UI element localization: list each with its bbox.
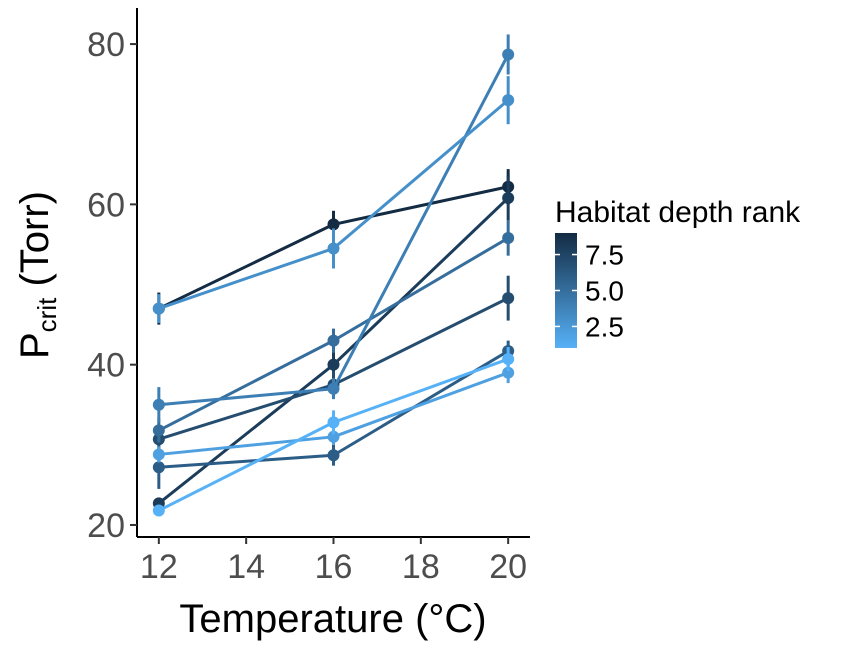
data-point [327, 430, 340, 443]
x-tick-label: 18 [402, 548, 440, 586]
data-point [502, 353, 515, 366]
data-point [152, 448, 165, 461]
data-point [502, 191, 515, 204]
y-tick-label: 20 [87, 507, 125, 545]
series-4 [152, 34, 515, 423]
data-point [327, 416, 340, 429]
data-point [152, 424, 165, 437]
data-point [152, 302, 165, 315]
data-point [502, 232, 515, 245]
y-tick-label: 80 [87, 26, 125, 64]
x-tick-label: 14 [227, 548, 265, 586]
data-point [327, 218, 340, 231]
series-6 [152, 340, 515, 489]
data-point [502, 292, 515, 305]
plot-area: 12 14 16 18 20 20 40 60 80 [87, 8, 530, 586]
y-axis-title-rest: (Torr) [13, 191, 57, 298]
data-point [327, 382, 340, 395]
y-tick-label: 40 [87, 347, 125, 385]
data-point [327, 449, 340, 462]
data-point [152, 504, 165, 517]
x-tick-label: 12 [140, 548, 178, 586]
y-axis-title-main: P [13, 332, 57, 359]
legend-ticks: 7.5 5.0 2.5 [555, 240, 624, 342]
y-axis-title: Pcrit (Torr) [13, 191, 62, 359]
data-point [327, 242, 340, 255]
data-point [152, 398, 165, 411]
y-tick-label: 60 [87, 186, 125, 224]
legend-tick-label: 7.5 [585, 240, 624, 271]
x-tick-label: 16 [315, 548, 353, 586]
x-axis-ticks: 12 14 16 18 20 [140, 537, 527, 586]
data-point [152, 461, 165, 474]
series-3 [152, 76, 515, 323]
series-1 [152, 347, 515, 517]
legend-title: Habitat depth rank [555, 196, 801, 229]
data-point [502, 366, 515, 379]
x-tick-label: 20 [489, 548, 527, 586]
y-axis-title-sub: crit [32, 297, 62, 332]
x-axis-title: Temperature (°C) [179, 597, 486, 641]
data-point [502, 48, 515, 61]
series-2 [152, 362, 515, 463]
legend-tick-label: 5.0 [585, 276, 624, 307]
data-point [327, 334, 340, 347]
legend: Habitat depth rank 7.5 5.0 2.5 [555, 196, 801, 348]
data-point [327, 358, 340, 371]
legend-tick-label: 2.5 [585, 311, 624, 342]
y-axis-ticks: 20 40 60 80 [87, 26, 137, 545]
series-layer [152, 34, 515, 517]
data-point [502, 94, 515, 107]
legend-colorbar [555, 233, 577, 348]
series-line [158, 99, 510, 310]
